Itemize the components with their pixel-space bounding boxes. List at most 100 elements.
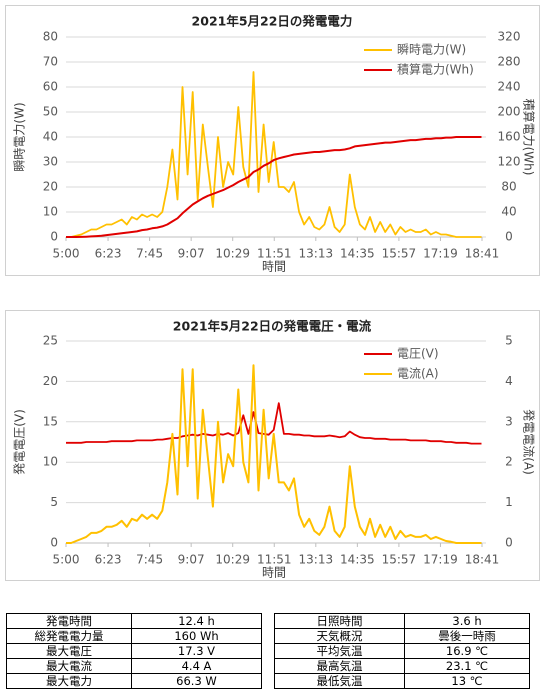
y2-tick-label: 0 [505, 536, 513, 550]
table-row: 最大電圧 17.3 V 平均気温 16.9 ℃ [6, 643, 530, 659]
y2-tick-label: 200 [498, 105, 521, 119]
y-tick-label: 80 [43, 30, 58, 44]
spacer [262, 674, 275, 689]
y2-tick-label: 320 [498, 30, 521, 44]
charts: 0102030405060708004080120160200240280320… [5, 5, 540, 581]
series-line [66, 136, 482, 238]
y-tick-label: 0 [50, 536, 58, 550]
y2-tick-label: 2 [505, 455, 513, 469]
x-tick-label: 15:57 [382, 247, 417, 261]
y2-tick-label: 5 [505, 334, 513, 348]
table-value: 12.4 h [131, 613, 262, 629]
table-label: 総発電電力量 [6, 628, 132, 644]
series-line [66, 364, 482, 544]
x-tick-label: 13:13 [299, 553, 334, 567]
x-tick-label: 9:07 [178, 247, 205, 261]
legend-label: 積算電力(Wh) [397, 62, 474, 77]
y2-tick-label: 40 [501, 205, 516, 219]
y2-tick-label: 160 [498, 130, 521, 144]
y-axis-title: 瞬時電力(W) [13, 102, 27, 171]
table-label: 日照時間 [274, 613, 405, 629]
y-tick-label: 10 [43, 205, 58, 219]
x-tick-label: 11:51 [257, 553, 292, 567]
spacer [262, 629, 275, 644]
table-row: 最大電流 4.4 A 最高気温 23.1 ℃ [6, 658, 530, 674]
y-tick-label: 40 [43, 130, 58, 144]
x-tick-label: 14:35 [340, 553, 375, 567]
spacer [262, 659, 275, 674]
y-tick-label: 20 [43, 374, 58, 388]
x-tick-label: 5:00 [53, 553, 80, 567]
y-tick-label: 50 [43, 105, 58, 119]
table-value: 4.4 A [131, 658, 262, 674]
y-axis-title: 発電電圧(V) [13, 409, 27, 475]
y2-tick-label: 80 [501, 180, 516, 194]
x-tick-label: 14:35 [340, 247, 375, 261]
table-value: 66.3 W [131, 673, 262, 689]
y-tick-label: 0 [50, 230, 58, 244]
x-axis-title: 時間 [262, 260, 286, 274]
y2-tick-label: 1 [505, 495, 513, 509]
table-value: 3.6 h [404, 613, 530, 629]
x-tick-label: 17:19 [423, 553, 458, 567]
y-tick-label: 15 [43, 414, 58, 428]
x-tick-label: 6:23 [95, 247, 122, 261]
x-axis-title: 時間 [262, 566, 286, 580]
table-label: 最大電圧 [6, 643, 132, 659]
y2-tick-label: 240 [498, 80, 521, 94]
y2-tick-label: 120 [498, 155, 521, 169]
chart-title: 2021年5月22日の発電電力 [192, 14, 353, 29]
table-value: 13 ℃ [404, 673, 530, 689]
table-label: 最高気温 [274, 658, 405, 674]
table-label: 発電時間 [6, 613, 132, 629]
spacer [262, 644, 275, 659]
table-value: 160 Wh [131, 628, 262, 644]
y-tick-label: 10 [43, 455, 58, 469]
x-tick-label: 7:45 [136, 247, 163, 261]
table-row: 最大電力 66.3 W 最低気温 13 ℃ [6, 673, 530, 689]
table-label: 最大電力 [6, 673, 132, 689]
y2-axis-title: 積算電力(Wh) [522, 99, 537, 176]
x-tick-label: 13:13 [299, 247, 334, 261]
table-value: 23.1 ℃ [404, 658, 530, 674]
y-tick-label: 60 [43, 80, 58, 94]
legend-label: 瞬時電力(W) [397, 43, 466, 57]
spacer [262, 614, 275, 629]
chart-title: 2021年5月22日の発電電圧・電流 [173, 319, 372, 334]
table-label: 最低気温 [274, 673, 405, 689]
table-row: 総発電電力量 160 Wh 天気概況 曇後一時雨 [6, 628, 530, 644]
y-tick-label: 5 [50, 495, 58, 509]
x-tick-label: 18:41 [465, 553, 500, 567]
series-line [66, 402, 482, 445]
y2-axis-title: 発電電流(A) [522, 409, 536, 475]
y-tick-label: 70 [43, 55, 58, 69]
x-tick-label: 10:29 [215, 247, 250, 261]
chart-frame [5, 5, 540, 276]
y2-tick-label: 280 [498, 55, 521, 69]
table-value: 曇後一時雨 [404, 628, 530, 644]
y2-tick-label: 3 [505, 414, 513, 428]
y-tick-label: 20 [43, 180, 58, 194]
x-tick-label: 7:45 [136, 553, 163, 567]
y-tick-label: 25 [43, 334, 58, 348]
y2-tick-label: 0 [505, 230, 513, 244]
x-tick-label: 18:41 [465, 247, 500, 261]
x-tick-label: 10:29 [215, 553, 250, 567]
y-tick-label: 30 [43, 155, 58, 169]
legend-label: 電圧(V) [397, 347, 439, 361]
table-label: 天気概況 [274, 628, 405, 644]
table-value: 17.3 V [131, 643, 262, 659]
x-tick-label: 11:51 [257, 247, 292, 261]
x-tick-label: 5:00 [53, 247, 80, 261]
x-tick-label: 6:23 [95, 553, 122, 567]
legend-label: 電流(A) [397, 367, 439, 381]
y2-tick-label: 4 [505, 374, 513, 388]
x-tick-label: 17:19 [423, 247, 458, 261]
table-row: 発電時間 12.4 h 日照時間 3.6 h [6, 613, 530, 629]
x-tick-label: 9:07 [178, 553, 205, 567]
summary-table: 発電時間 12.4 h 日照時間 3.6 h 総発電電力量 160 Wh 天気概況 曇後一時雨… [6, 613, 530, 689]
table-label: 最大電流 [6, 658, 132, 674]
table-value: 16.9 ℃ [404, 643, 530, 659]
series-line [66, 71, 482, 238]
